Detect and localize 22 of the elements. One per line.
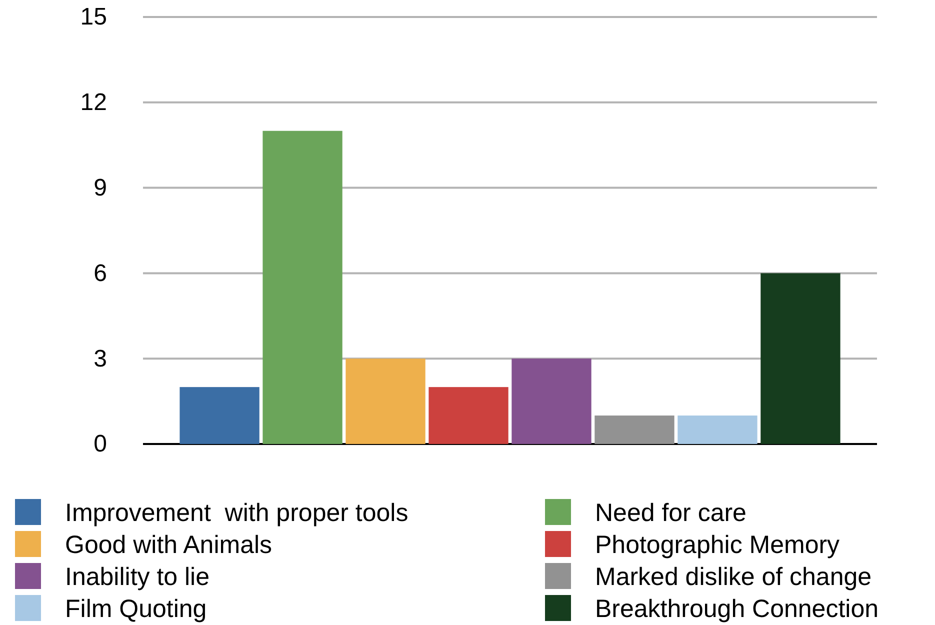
legend-label: Photographic Memory bbox=[595, 530, 840, 559]
bar bbox=[512, 358, 592, 444]
legend-label: Improvement with proper tools bbox=[65, 498, 408, 527]
legend-label: Breakthrough Connection bbox=[595, 594, 879, 623]
bar bbox=[180, 387, 260, 444]
y-tick-label: 12 bbox=[80, 89, 107, 116]
legend-label: Good with Animals bbox=[65, 530, 272, 559]
bar bbox=[428, 387, 508, 444]
bar bbox=[262, 130, 342, 444]
legend-label: Marked dislike of change bbox=[595, 562, 872, 591]
y-tick-label: 9 bbox=[94, 174, 107, 202]
y-tick-label: 15 bbox=[80, 4, 107, 31]
legend-label: Inability to lie bbox=[65, 562, 210, 591]
bar bbox=[594, 416, 674, 444]
legend-label: Need for care bbox=[595, 498, 746, 527]
legend-label: Film Quoting bbox=[65, 594, 207, 623]
bar bbox=[678, 416, 758, 444]
y-tick-label: 3 bbox=[94, 345, 107, 372]
bar bbox=[760, 273, 840, 444]
y-tick-label: 0 bbox=[94, 430, 107, 458]
bar bbox=[346, 358, 426, 444]
y-tick-label: 6 bbox=[94, 260, 107, 287]
